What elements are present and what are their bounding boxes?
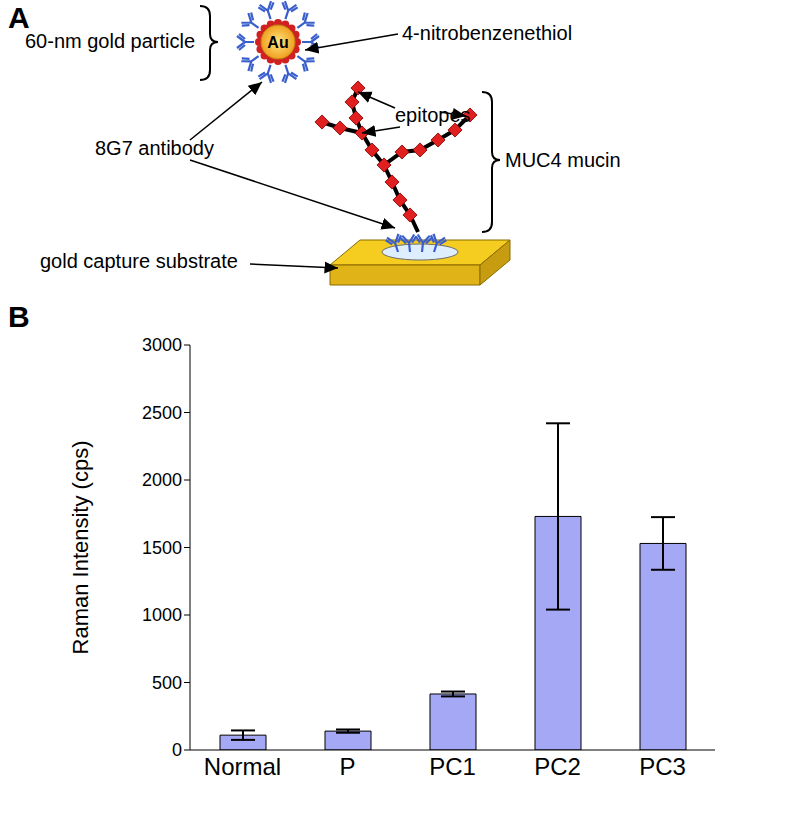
svg-text:A: A bbox=[8, 1, 30, 34]
svg-text:epitopes: epitopes bbox=[395, 104, 471, 126]
svg-text:MUC4 mucin: MUC4 mucin bbox=[505, 149, 621, 171]
svg-text:3000: 3000 bbox=[142, 335, 182, 355]
svg-text:0: 0 bbox=[172, 740, 182, 760]
svg-text:PC1: PC1 bbox=[429, 753, 476, 780]
svg-text:1500: 1500 bbox=[142, 538, 182, 558]
svg-text:60-nm gold particle: 60-nm gold particle bbox=[25, 30, 195, 52]
svg-text:P: P bbox=[339, 753, 355, 780]
svg-text:4-nitrobenzenethiol: 4-nitrobenzenethiol bbox=[402, 22, 572, 44]
html-text:B: B bbox=[8, 300, 30, 333]
svg-text:PC3: PC3 bbox=[639, 753, 686, 780]
svg-text:500: 500 bbox=[152, 673, 182, 693]
svg-text:2500: 2500 bbox=[142, 403, 182, 423]
svg-text:8G7 antibody: 8G7 antibody bbox=[95, 137, 214, 159]
svg-text:PC2: PC2 bbox=[534, 753, 581, 780]
svg-text:gold capture substrate: gold capture substrate bbox=[40, 250, 238, 272]
svg-text:Normal: Normal bbox=[204, 753, 281, 780]
svg-text:1000: 1000 bbox=[142, 605, 182, 625]
svg-text:Raman Intensity (cps): Raman Intensity (cps) bbox=[68, 441, 93, 655]
svg-text:Au: Au bbox=[267, 34, 288, 51]
svg-text:2000: 2000 bbox=[142, 470, 182, 490]
